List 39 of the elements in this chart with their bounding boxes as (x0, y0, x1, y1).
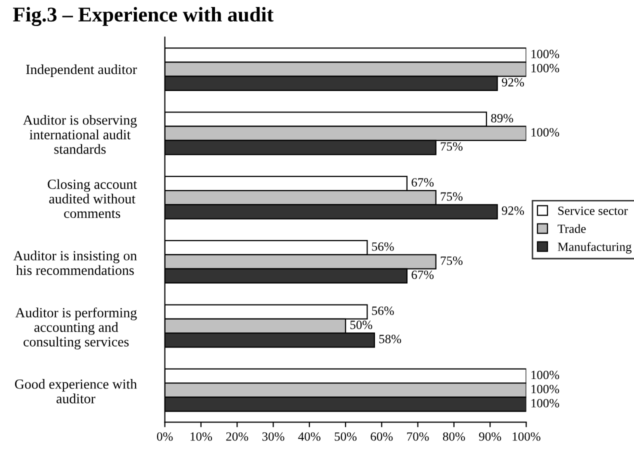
y-tick-label: Auditor is performing accounting and consulting services (15, 307, 137, 350)
x-tick-label: 70% (407, 432, 429, 441)
data-label: 75% (440, 192, 463, 201)
legend-label: Service sector (558, 206, 628, 215)
x-tick-label: 10% (190, 432, 212, 441)
data-label: 50% (350, 320, 372, 330)
x-tick-label: 80% (442, 432, 465, 441)
data-label: 75% (440, 142, 463, 151)
y-tick-label: Auditor is observing international audit standards (23, 115, 137, 154)
data-label: 89% (491, 114, 514, 122)
data-label: 92% (502, 206, 524, 215)
y-tick-label: Closing account audited without comments (48, 179, 137, 218)
data-label: 100% (531, 64, 560, 72)
data-label: 100% (531, 370, 560, 380)
data-label: 67% (412, 270, 434, 280)
legend-label: Trade (558, 224, 586, 234)
data-label: 58% (379, 334, 402, 344)
chart-title: Fig.3 – Experience with audit (13, 6, 274, 26)
x-tick-label: 50% (334, 432, 357, 441)
x-tick-label: 100% (512, 432, 540, 441)
x-tick-label: 90% (479, 432, 502, 441)
x-tick-label: 20% (226, 432, 248, 441)
x-tick-label: 0% (156, 432, 173, 441)
data-label: 100% (531, 50, 560, 58)
x-tick-label: 60% (370, 432, 393, 441)
data-label: 56% (372, 306, 394, 316)
x-tick-label: 30% (262, 432, 284, 441)
legend-label: Manufacturing (558, 242, 632, 254)
data-label: 100% (531, 398, 560, 408)
x-tick-label: 40% (298, 432, 320, 441)
data-label: 92% (502, 78, 524, 87)
data-label: 100% (531, 384, 560, 394)
y-tick-label: Good experience with auditor (14, 379, 137, 404)
y-tick-label: Independent auditor (26, 64, 137, 77)
data-label: 56% (372, 242, 394, 251)
y-tick-label: Auditor is insisting on his recommendations (13, 250, 137, 275)
data-label: 67% (412, 178, 434, 187)
data-label: 100% (531, 128, 560, 137)
data-label: 75% (440, 256, 463, 265)
